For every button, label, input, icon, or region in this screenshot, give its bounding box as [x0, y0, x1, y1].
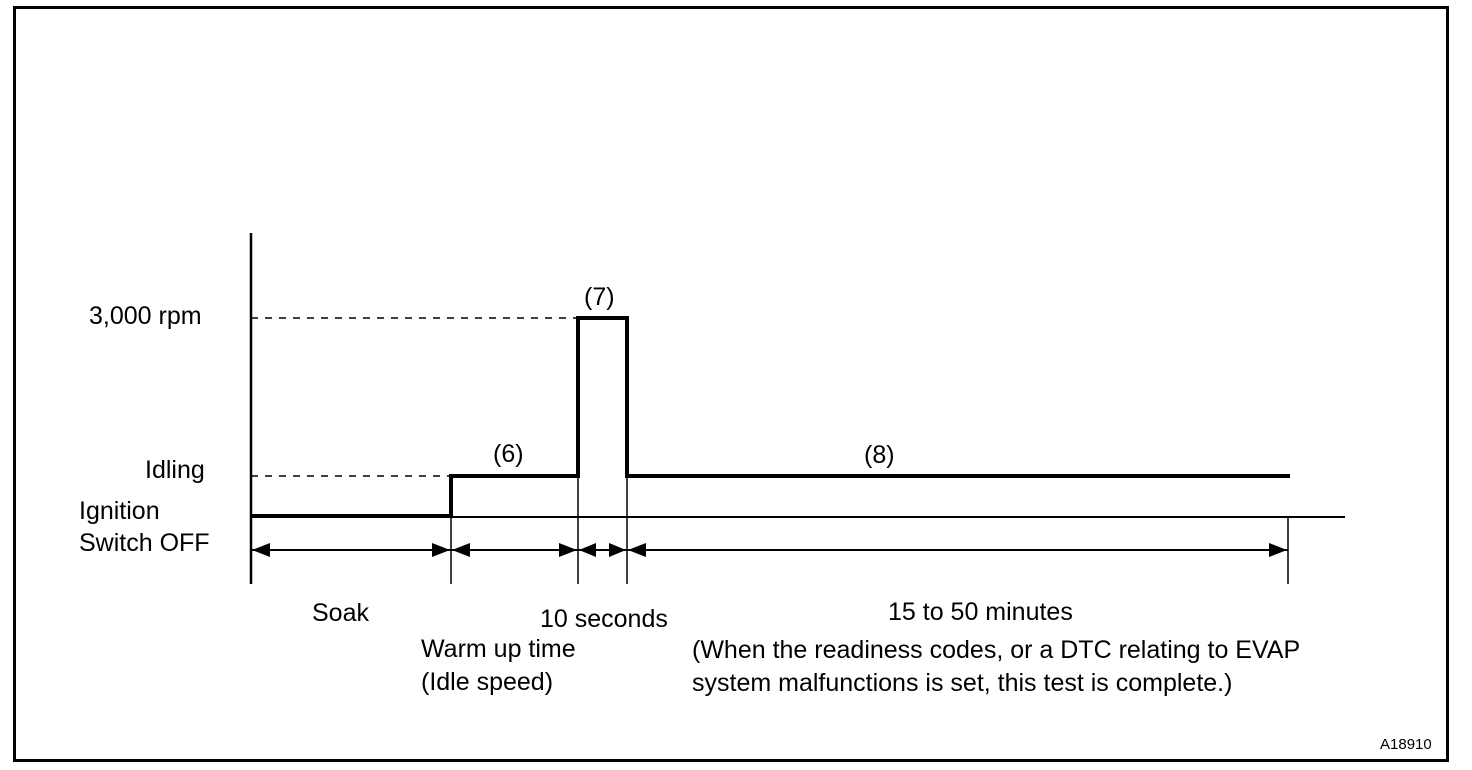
arrowhead-test-right: [1269, 543, 1287, 557]
figure-id: A18910: [1380, 736, 1432, 753]
label-ignition: Ignition: [79, 497, 160, 525]
arrowhead-warmup-right: [559, 543, 577, 557]
step-8-label: (8): [864, 441, 895, 469]
arrowhead-warmup-left: [452, 543, 470, 557]
engine-speed-profile: [251, 316, 1290, 518]
arrowhead-soak-left: [252, 543, 270, 557]
phase-warmup-label: Warm up time: [421, 635, 576, 663]
arrowhead-rev-right: [609, 543, 626, 557]
completion-note-line2: system malfunctions is set, this test is…: [692, 669, 1232, 697]
label-idling: Idling: [145, 456, 205, 484]
phase-duration-label: 15 to 50 minutes: [888, 598, 1073, 626]
diagram-frame: [13, 6, 1449, 762]
phase-idle-speed-label: (Idle speed): [421, 668, 553, 696]
phase-soak-label: Soak: [312, 599, 369, 627]
arrowhead-test-left: [628, 543, 646, 557]
arrowhead-soak-right: [432, 543, 450, 557]
step-7-label: (7): [584, 283, 615, 311]
label-3000-rpm: 3,000 rpm: [89, 302, 202, 330]
completion-note-line1: (When the readiness codes, or a DTC rela…: [692, 636, 1300, 664]
phase-ten-seconds-label: 10 seconds: [540, 605, 668, 633]
step-6-label: (6): [493, 440, 524, 468]
label-switch-off: Switch OFF: [79, 529, 210, 557]
interval-arrowheads: [252, 543, 1287, 557]
arrowhead-rev-left: [579, 543, 596, 557]
